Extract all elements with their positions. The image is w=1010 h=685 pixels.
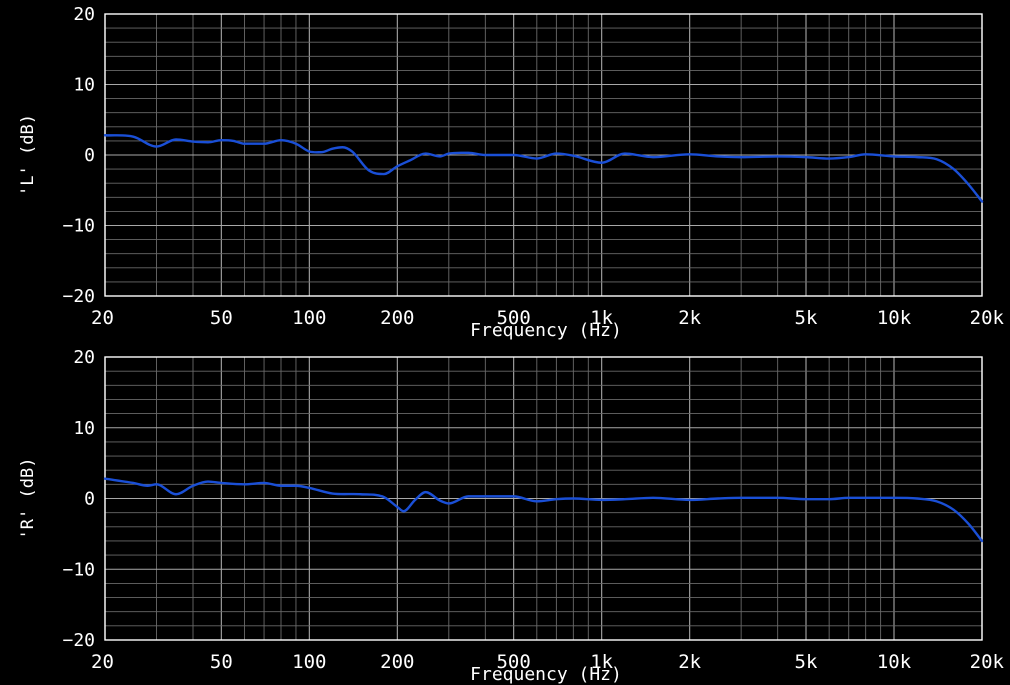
x-tick-label: 1k [590,651,613,673]
y-axis-label: 'R' (dB) [18,458,38,540]
y-tick-label: −10 [62,216,95,237]
x-tick-label: 5k [795,651,818,673]
plot-frame [104,356,983,641]
x-tick-label: 10k [877,307,912,329]
y-tick-label: −20 [62,286,95,307]
response-line-0 [103,477,984,543]
y-tick-label: 0 [84,489,95,510]
x-tick-label: 20k [970,651,1005,673]
x-tick-label: 20k [970,307,1005,329]
y-tick-label: 20 [73,347,95,368]
x-tick-label: 1k [590,307,613,329]
y-tick-label: 0 [84,145,95,166]
grid-lines [104,356,983,641]
y-tick-label: −10 [62,559,95,580]
x-tick-label: 200 [380,307,414,329]
x-tick-label: 100 [292,307,326,329]
x-tick-label: 500 [496,651,530,673]
plot-frame [104,13,983,297]
x-tick-label: 5k [795,307,818,329]
y-axis-label: 'L' (dB) [18,114,38,196]
x-tick-label: 20 [91,307,114,329]
response-line-0 [103,134,984,203]
grid-lines [104,13,983,297]
y-tick-label: 10 [73,418,95,439]
x-tick-label: 100 [292,651,326,673]
y-tick-label: 20 [73,4,95,25]
x-tick-label: 200 [380,651,414,673]
chart-panel-right-channel: −20 −10 0 10 20 20 50 100 200 500 1k 2k 5k 10k 20k Freq… [18,347,1005,685]
x-tick-label: 500 [496,307,530,329]
x-tick-label: 50 [210,307,233,329]
y-tick-label: 10 [73,75,95,96]
chart-panel-left-channel: −20 −10 0 10 20 20 50 100 200 500 1k 2k 5k 10k 20k Freq… [18,4,1005,341]
x-axis-label: Frequency (Hz) [470,320,622,341]
x-tick-label: 2k [678,651,701,673]
x-tick-label: 20 [91,651,114,673]
x-axis-label: Frequency (Hz) [470,664,622,685]
x-tick-label: 2k [678,307,701,329]
x-tick-label: 10k [877,651,912,673]
x-tick-label: 50 [210,651,233,673]
y-tick-label: −20 [62,630,95,651]
